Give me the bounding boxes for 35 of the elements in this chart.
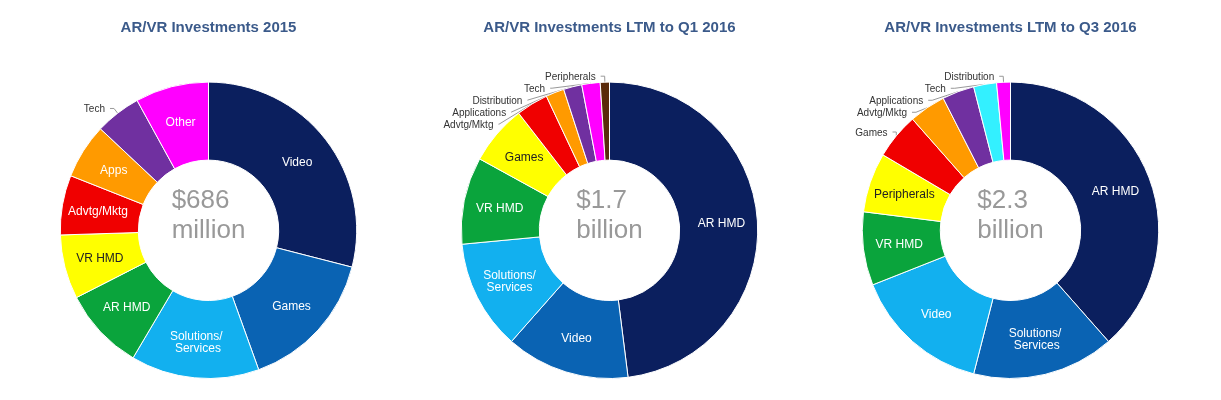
slice-label: Tech <box>83 102 105 114</box>
slice-label: Applications <box>869 94 924 106</box>
chart-title: AR/VR Investments 2015 <box>120 18 297 35</box>
slice-label: Advtg/Mktg <box>856 106 907 118</box>
slice-label: AR HMD <box>103 300 151 315</box>
slice-label: Solutions/ Services <box>169 329 226 355</box>
slice-label: AR HMD <box>697 216 746 231</box>
slice-label: Apps <box>100 163 128 178</box>
slice-label: VR HMD <box>875 237 924 252</box>
slice-label: Advtg/Mktg <box>67 204 128 219</box>
slice-label: Games <box>504 150 544 165</box>
text: $686 million <box>171 184 246 244</box>
slice-label: VR HMD <box>475 200 524 215</box>
slice-label: Video <box>921 307 952 322</box>
slice-label: Other <box>165 114 196 129</box>
chart-title: AR/VR Investments LTM to Q1 2016 <box>483 18 736 35</box>
slice-label: Peripherals <box>874 186 935 201</box>
text: $1.7 billion <box>576 184 643 244</box>
slice-label: Solutions/ Services <box>1008 326 1065 353</box>
chart-title: AR/VR Investments LTM to Q3 2016 <box>884 18 1137 35</box>
slice-label: Peripherals <box>545 70 596 82</box>
slice-label: Video <box>561 330 593 345</box>
slice-label: Tech <box>924 82 946 94</box>
slice-label: AR HMD <box>1091 183 1140 198</box>
slice-label: Games <box>272 298 311 313</box>
slice-label: Video <box>281 154 313 169</box>
slice-label: Distribution <box>944 70 995 82</box>
text: $2.3 billion <box>977 184 1044 244</box>
slice-label: VR HMD <box>76 251 124 266</box>
slice-label: Tech <box>524 82 546 94</box>
slice-label: Solutions/Services <box>483 268 537 295</box>
slice-label: Applications <box>452 106 507 118</box>
slice-label: Games <box>855 126 888 138</box>
slice-label: Advtg/Mktg <box>443 118 494 130</box>
slice-label: Distribution <box>472 94 523 106</box>
